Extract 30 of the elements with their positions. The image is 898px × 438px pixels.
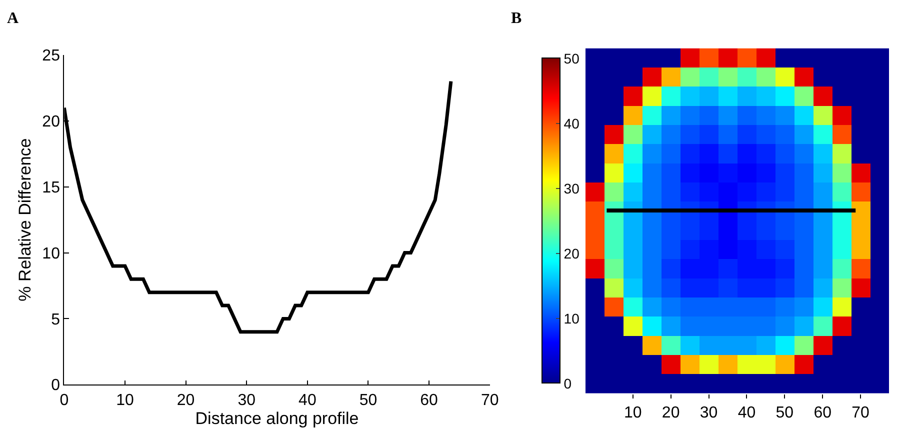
x-tick-label: 50 [776,404,794,422]
x-tick-label: 30 [700,404,718,422]
color-bar-label: 0 [564,375,572,392]
x-tick-label: 10 [116,392,134,409]
x-tick-label: 40 [738,404,756,422]
y-tick-label: 25 [42,48,60,65]
y-tick-label: 5 [51,311,60,328]
y-tick-label: 20 [42,114,60,131]
y-axis-title: % Relative Difference [16,138,35,302]
y-tick-label: 0 [51,377,60,394]
color-bar-label: 50 [564,50,580,66]
x-tick-label: 60 [814,404,832,422]
x-axis-title: Distance along profile [195,409,359,428]
color-bar-label: 20 [564,245,580,262]
x-tick-label: 20 [662,404,680,422]
x-tick-label: 30 [238,392,256,409]
x-tick-label: 70 [480,392,499,409]
y-tick-label: 10 [42,245,60,262]
x-tick-label: 50 [359,392,378,409]
x-tick-label: 70 [852,404,870,422]
x-tick-label: 10 [624,404,642,422]
x-tick-label: 60 [420,392,438,409]
x-tick-label: 20 [176,392,195,409]
x-tick-label: 40 [298,392,316,409]
color-bar-label: 30 [564,180,580,196]
color-bar-label: 40 [564,115,580,132]
color-bar-label: 10 [564,310,580,326]
y-tick-label: 15 [42,179,60,196]
chart-title: A [7,10,19,27]
chart-title: B [511,10,522,27]
